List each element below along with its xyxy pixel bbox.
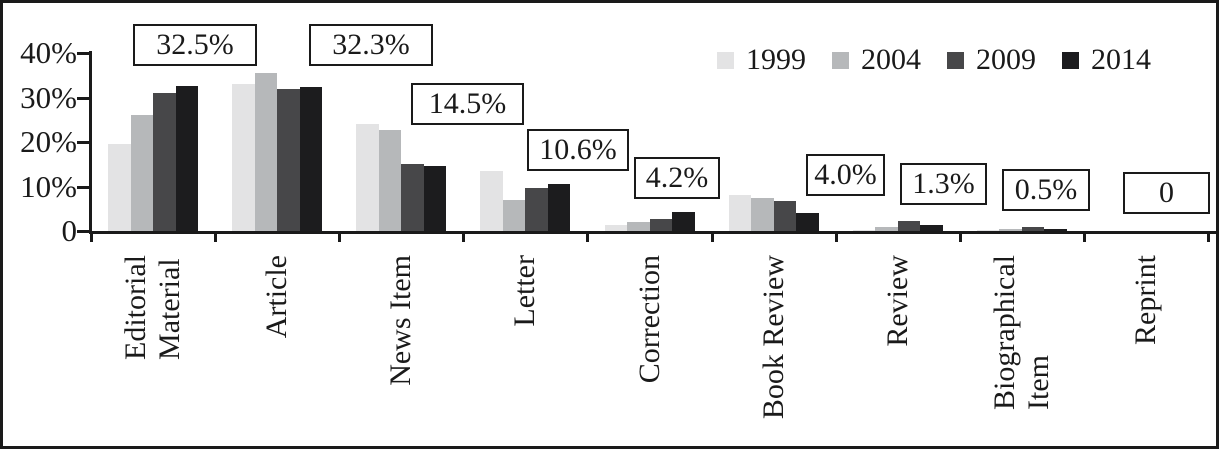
legend-label-1999: 1999 (746, 43, 806, 76)
bar-2009-news-item (401, 164, 424, 231)
y-axis-tick-label: 20% (20, 124, 77, 159)
x-axis-tick (338, 231, 342, 242)
annotation-book-review: 4.0% (806, 154, 885, 196)
legend-swatch-2014 (1062, 51, 1079, 69)
bar-2004-news-item (378, 129, 402, 231)
y-axis-tick-label: 10% (20, 168, 77, 204)
bar-2009-correction (649, 218, 672, 231)
y-axis-tick (77, 185, 91, 189)
bar-1999-editorial-material (108, 144, 131, 231)
bar-2004-editorial-material (130, 115, 154, 231)
bar-2009-biographical-item (1021, 226, 1045, 231)
x-axis-tick (834, 231, 838, 242)
annotation-news-item: 14.5% (411, 83, 524, 125)
bar-1999-letter (480, 170, 503, 231)
bar-2004-article (254, 73, 278, 231)
x-axis-tick (90, 231, 93, 242)
legend-swatch-2004 (832, 51, 849, 69)
legend-label-2004: 2004 (861, 43, 921, 76)
legend-item-1999: 1999 (717, 43, 806, 77)
bar-1999-news-item (356, 124, 379, 231)
annotation-correction: 4.2% (634, 157, 720, 199)
bar-2009-review (897, 221, 921, 231)
x-axis-tick (710, 231, 714, 242)
bar-1999-review (852, 229, 876, 231)
y-axis-tick (77, 230, 91, 233)
y-axis-tick (77, 52, 91, 55)
x-axis-label-text: Correction (632, 255, 666, 384)
bar-2014-biographical-item (1044, 228, 1067, 231)
legend-item-2004: 2004 (832, 43, 921, 77)
bar-1999-correction (604, 224, 627, 231)
x-axis-tick (586, 231, 590, 242)
bar-2004-review (875, 226, 898, 231)
x-axis-line (89, 231, 1216, 234)
bar-2014-news-item (423, 166, 447, 231)
x-axis-label-text: Reprint (1128, 255, 1162, 345)
legend-label-2014: 2014 (1091, 43, 1151, 76)
y-axis-tick (77, 141, 91, 144)
x-axis-tick (1207, 231, 1210, 242)
annotation-biographical-item: 0.5% (1002, 169, 1090, 211)
bar-2004-correction (627, 222, 650, 231)
x-axis-label-text: Article (260, 255, 294, 339)
bar-2014-editorial-material (175, 86, 199, 231)
x-axis-label-text: Biographical Item (987, 255, 1055, 410)
x-axis-tick (462, 231, 466, 242)
annotation-reprint: 0 (1123, 172, 1210, 214)
x-axis-label-text: Editorial Material (119, 255, 187, 360)
y-axis-tick (77, 96, 91, 100)
bar-2009-book-review (773, 201, 797, 231)
bar-2009-editorial-material (153, 93, 176, 231)
annotation-article: 32.3% (309, 24, 433, 66)
x-axis-label-text: Review (880, 255, 914, 347)
x-axis-label-text: News Item (384, 255, 418, 386)
bar-1999-article (232, 84, 255, 231)
bar-2009-article (277, 88, 300, 231)
bar-2014-article (299, 87, 323, 231)
x-axis-tick (1082, 231, 1086, 242)
bar-1999-book-review (728, 195, 752, 231)
bar-2014-review (920, 225, 943, 231)
y-axis-tick-label: 40% (20, 35, 77, 70)
bar-2014-book-review (796, 213, 819, 231)
y-axis-tick-label: 0 (61, 213, 78, 248)
x-axis-label-text: Book Review (756, 255, 790, 420)
x-axis-tick (214, 231, 218, 242)
legend: 1999 2004 2009 2014 (717, 43, 1151, 77)
bar-2004-letter (502, 199, 526, 231)
y-axis-tick-label: 30% (20, 79, 77, 115)
bar-2004-book-review (751, 197, 774, 231)
annotation-review: 1.3% (900, 163, 987, 205)
legend-label-2009: 2009 (976, 43, 1036, 76)
bar-2009-letter (525, 187, 548, 231)
bar-2004-biographical-item (999, 229, 1022, 231)
legend-swatch-1999 (717, 51, 734, 69)
x-axis-tick (958, 231, 962, 242)
bar-2014-correction (672, 212, 695, 231)
annotation-editorial-material: 32.5% (133, 24, 257, 66)
bar-2014-letter (547, 183, 571, 231)
x-axis-label-text: Letter (508, 255, 542, 327)
annotation-letter: 10.6% (527, 129, 629, 171)
legend-swatch-2009 (947, 51, 964, 69)
legend-item-2009: 2009 (947, 43, 1036, 77)
legend-item-2014: 2014 (1062, 43, 1151, 77)
bar-1999-biographical-item (976, 230, 1000, 231)
